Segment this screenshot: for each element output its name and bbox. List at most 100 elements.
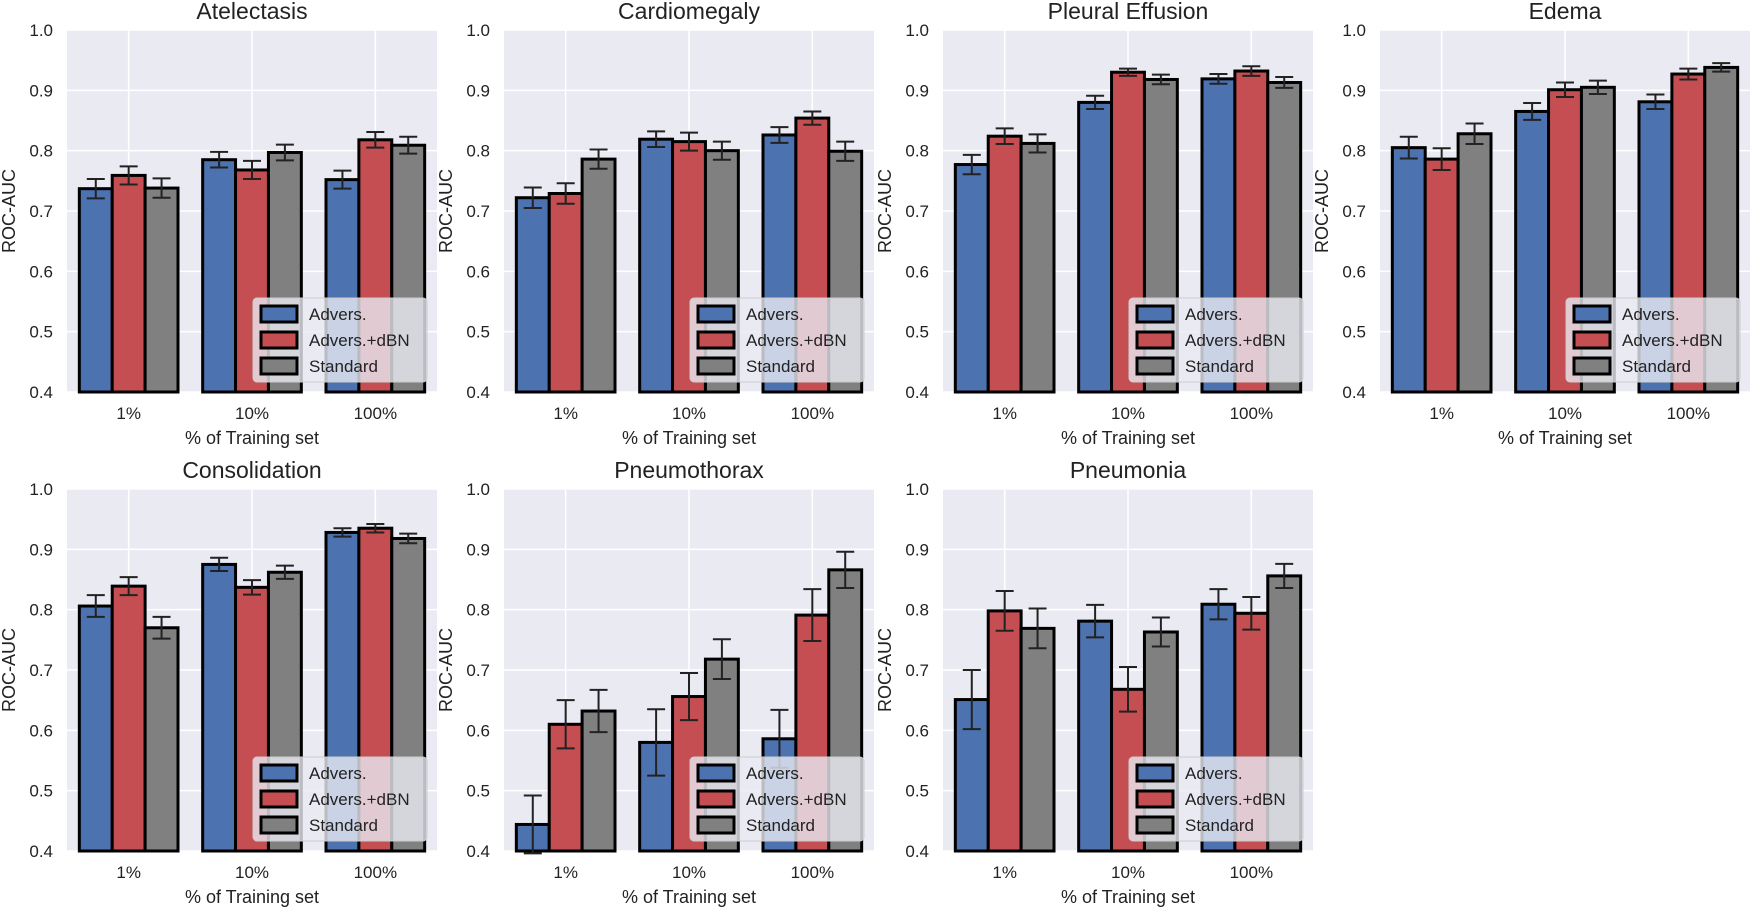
error-bar (399, 135, 418, 155)
y-axis-label: ROC-AUC (875, 628, 895, 712)
bar (77, 604, 114, 853)
error-bar (1588, 79, 1607, 95)
legend-swatch (259, 330, 299, 350)
bar (1077, 100, 1114, 394)
chart-panel: 0.40.50.60.70.80.91.01% 10% 100%Advers.Adv… (1312, 0, 1750, 448)
x-tick-label: 100% (354, 863, 397, 882)
y-tick-label: 0.9 (1342, 81, 1366, 100)
chart-title: Cardiomegaly (618, 0, 760, 24)
x-tick-label: 10% (235, 404, 269, 423)
error-bar (1556, 81, 1574, 98)
y-axis-label: ROC-AUC (875, 169, 895, 253)
error-bar (243, 159, 261, 181)
y-tick-label: 0.6 (1342, 262, 1366, 281)
x-axis-label: % of Training set (1061, 887, 1195, 907)
y-tick-label: 0.8 (466, 142, 490, 161)
bar (547, 192, 584, 394)
y-tick-label: 0.4 (905, 842, 929, 861)
x-tick-label: 1% (553, 404, 578, 423)
error-bar (556, 182, 575, 205)
legend: Advers. Advers.+dBN Standard (252, 297, 428, 383)
error-bar (962, 669, 981, 731)
error-bar (152, 615, 171, 640)
y-tick-label: 1.0 (466, 480, 490, 499)
legend-swatch (696, 815, 736, 835)
y-tick-label: 0.5 (466, 323, 490, 342)
bar (201, 158, 238, 394)
x-tick-label: 10% (1111, 863, 1145, 882)
legend-label: Advers.+dBN (1185, 331, 1286, 350)
error-bar (556, 699, 575, 750)
legend-swatch (259, 789, 299, 809)
error-bar (523, 794, 542, 855)
error-bar (647, 130, 666, 149)
chart-panel: 0.40.50.60.70.80.91.01% 10% 100%Advers.Adv… (436, 0, 874, 448)
error-bar (210, 556, 229, 573)
y-tick-label: 0.4 (29, 383, 53, 402)
y-axis-label: ROC-AUC (436, 628, 456, 712)
legend-swatch (1135, 356, 1175, 376)
legend-swatch (696, 330, 736, 350)
legend-label: Standard (1185, 816, 1254, 835)
y-tick-label: 0.8 (29, 601, 53, 620)
error-bar (366, 130, 385, 149)
legend-label: Advers.+dBN (1622, 331, 1723, 350)
error-bar (1119, 67, 1137, 77)
y-axis-label: ROC-AUC (1312, 169, 1332, 253)
chart-title: Consolidation (182, 457, 321, 483)
legend-swatch (259, 356, 299, 376)
bar (986, 134, 1023, 394)
x-tick-label: 10% (672, 404, 706, 423)
error-bar (680, 672, 698, 722)
legend-label: Standard (1622, 357, 1691, 376)
y-tick-label: 0.5 (29, 323, 53, 342)
y-tick-label: 0.5 (905, 323, 929, 342)
bar (110, 584, 147, 853)
error-bar (152, 177, 171, 199)
legend: Advers. Advers.+dBN Standard (252, 756, 428, 842)
legend-swatch (259, 304, 299, 324)
error-bar (523, 186, 542, 209)
y-axis-label: ROC-AUC (0, 169, 19, 253)
x-tick-label: 1% (116, 404, 141, 423)
chart-panel: 0.40.50.60.70.80.91.01% 10% 100%Advers.Adv… (0, 0, 437, 448)
legend: Advers. Advers.+dBN Standard (689, 297, 865, 383)
y-tick-label: 0.7 (466, 661, 490, 680)
bar (1423, 157, 1460, 394)
legend-swatch (1572, 330, 1612, 350)
y-tick-label: 0.7 (29, 202, 53, 221)
y-axis-label: ROC-AUC (436, 169, 456, 253)
y-tick-label: 0.8 (466, 601, 490, 620)
bar (1514, 109, 1551, 394)
y-tick-label: 0.9 (905, 540, 929, 559)
error-bar (1209, 588, 1228, 621)
chart-panel: 0.40.50.60.70.80.91.01% 10% 100%Advers.Adv… (875, 457, 1313, 907)
y-tick-label: 0.4 (466, 383, 490, 402)
y-tick-label: 0.4 (905, 383, 929, 402)
x-tick-label: 10% (235, 863, 269, 882)
legend-swatch (1135, 815, 1175, 835)
y-tick-label: 0.5 (905, 782, 929, 801)
error-bar (1242, 595, 1261, 631)
legend-label: Advers. (746, 305, 804, 324)
y-tick-label: 0.6 (905, 721, 929, 740)
error-bar (995, 589, 1014, 632)
error-bar (275, 143, 294, 162)
y-tick-label: 0.7 (29, 661, 53, 680)
x-axis-label: % of Training set (1498, 428, 1632, 448)
error-bar (1086, 94, 1105, 111)
y-tick-label: 1.0 (1342, 21, 1366, 40)
legend-label: Advers. (1185, 764, 1243, 783)
error-bar (275, 564, 294, 580)
bar (1019, 626, 1056, 853)
error-bar (712, 140, 731, 161)
y-tick-label: 0.6 (466, 721, 490, 740)
legend-label: Advers. (1185, 305, 1243, 324)
legend-label: Advers.+dBN (1185, 790, 1286, 809)
bar (1456, 132, 1493, 394)
y-tick-label: 1.0 (905, 21, 929, 40)
chart-title: Pneumothorax (614, 457, 764, 483)
error-bar (1523, 102, 1542, 121)
error-bar (1432, 147, 1451, 171)
x-axis-label: % of Training set (622, 428, 756, 448)
